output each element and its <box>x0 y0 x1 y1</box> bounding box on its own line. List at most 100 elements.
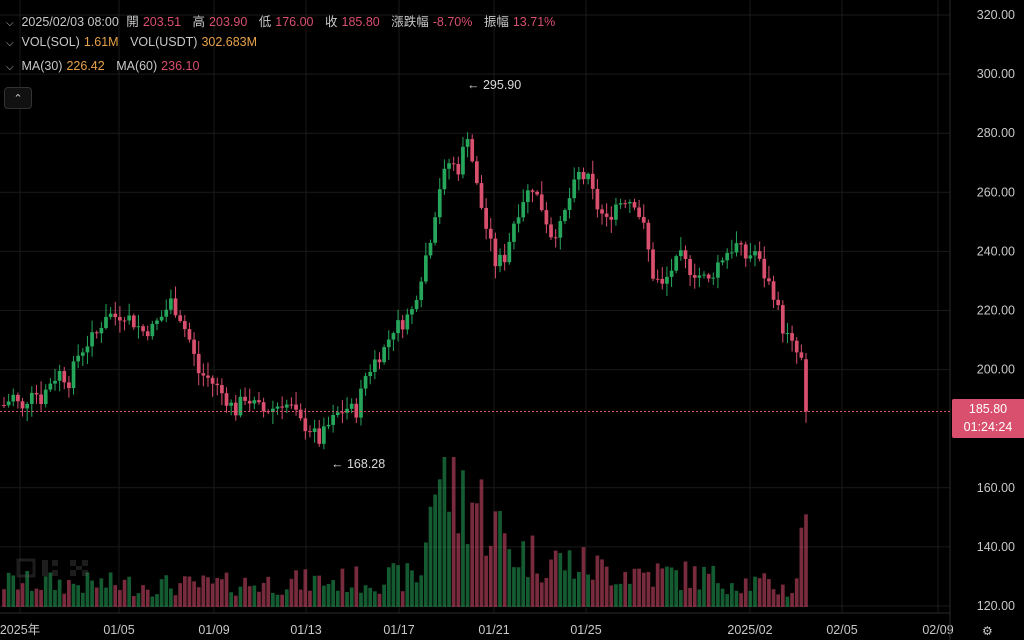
settings-icon[interactable]: ⚙ <box>982 624 993 638</box>
volume-bar <box>345 592 349 607</box>
candle-body <box>678 250 683 257</box>
volume-bar <box>377 593 382 607</box>
volume-bar <box>484 555 488 607</box>
candle-body <box>535 191 539 195</box>
candle-body <box>447 163 451 169</box>
volume-bar <box>688 587 692 607</box>
volume-bar <box>266 576 271 607</box>
volume-bar <box>720 588 725 607</box>
amplitude-value: 13.71% <box>512 15 556 29</box>
volume-bar <box>702 566 706 607</box>
candle-body <box>377 359 382 363</box>
volume-bar <box>340 568 345 607</box>
volume-bar <box>507 549 512 607</box>
candle-body <box>94 332 99 334</box>
volume-bar <box>391 563 396 607</box>
volume-bar <box>85 572 90 607</box>
candle-body <box>669 270 674 277</box>
volume-bar <box>771 589 776 607</box>
candle-body <box>785 333 790 335</box>
candle-body <box>475 161 479 184</box>
candle-body <box>363 376 368 389</box>
volume-bar <box>57 579 62 607</box>
candle-body <box>80 352 85 356</box>
candle-body <box>790 333 794 341</box>
candle-body <box>118 317 122 321</box>
candle-body <box>734 243 739 253</box>
candle-body <box>16 394 20 402</box>
candle-body <box>233 402 238 416</box>
chevron-down-icon[interactable]: ⌵ <box>6 18 14 29</box>
candle-body <box>271 408 275 412</box>
candle-body <box>456 164 461 175</box>
volume-bar <box>743 578 748 607</box>
candle-body <box>581 171 586 180</box>
candle-body <box>595 188 600 210</box>
chevron-down-icon[interactable]: ⌵ <box>6 62 14 73</box>
candle-body <box>600 209 604 214</box>
volume-bar <box>159 579 164 607</box>
candle-body <box>771 281 776 300</box>
chevron-down-icon[interactable]: ⌵ <box>6 38 14 49</box>
volume-bar <box>646 571 651 607</box>
candle-body <box>141 326 145 332</box>
candle-body <box>604 213 609 217</box>
candle-body <box>169 298 173 310</box>
candle-body <box>196 353 201 374</box>
volume-bar <box>437 479 442 607</box>
y-tick-label: 160.00 <box>977 481 1015 495</box>
candle-body <box>655 278 660 280</box>
candle-body <box>632 202 637 208</box>
volume-bar <box>525 577 530 607</box>
volume-bar <box>576 571 581 607</box>
volume-bar <box>776 594 781 607</box>
candle-body <box>794 340 799 353</box>
close-value: 185.80 <box>341 15 380 29</box>
candle-body <box>683 250 688 259</box>
candle-body <box>618 203 623 205</box>
candle-body <box>424 255 428 282</box>
volume-bar <box>512 567 516 607</box>
candle-body <box>623 203 628 205</box>
ma30-value: 226.42 <box>66 59 105 73</box>
candle-body <box>410 309 414 315</box>
candle-body <box>280 406 285 408</box>
candle-body <box>294 404 298 410</box>
candle-body <box>697 275 702 278</box>
volume-bar <box>590 579 595 607</box>
candle-body <box>419 281 424 300</box>
chevron-up-icon: ⌃ <box>13 92 23 105</box>
volume-bar <box>627 583 632 607</box>
volume-bar <box>261 582 266 607</box>
volume-bar <box>785 596 790 607</box>
volume-bar <box>233 595 238 607</box>
x-tick-label: 2025年 <box>0 623 40 637</box>
price-annotations: ← 295.90 ← 168.28 <box>331 78 521 471</box>
volume-bar <box>794 578 799 607</box>
volume-bar <box>669 567 674 607</box>
candle-body <box>2 405 6 407</box>
volume-bar <box>215 577 220 607</box>
candle-body <box>127 315 132 321</box>
candle-body <box>57 371 62 381</box>
collapse-button[interactable]: ⌃ <box>4 87 32 109</box>
volume-bar <box>382 584 386 607</box>
candle-body <box>753 251 757 256</box>
candle-body <box>414 299 419 310</box>
volume-bar <box>683 561 688 607</box>
candle-body <box>192 339 196 354</box>
candle-body <box>90 332 94 347</box>
volume-bar <box>516 567 521 607</box>
candle-body <box>498 254 502 267</box>
candle-body <box>437 189 442 218</box>
candle-body <box>359 388 363 418</box>
candle-body <box>567 198 572 210</box>
candle-body <box>238 396 243 416</box>
y-tick-label: 300.00 <box>977 67 1015 81</box>
volume-bar <box>660 568 665 607</box>
volume-bar <box>711 565 716 607</box>
volume-bar <box>465 544 470 607</box>
candle-body <box>150 323 155 337</box>
